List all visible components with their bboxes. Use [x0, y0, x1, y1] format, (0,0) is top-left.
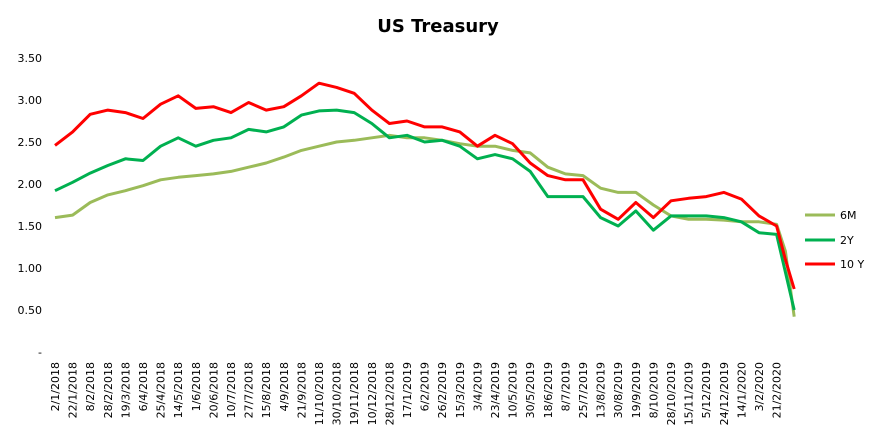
y-tick-label: 1.50	[18, 220, 43, 233]
legend-item: 10 Y	[805, 258, 864, 271]
x-tick-label: 21/2/2020	[771, 362, 784, 418]
x-tick-label: 27/7/2018	[243, 362, 256, 418]
y-tick-label: 3.00	[18, 94, 43, 107]
x-tick-label: 5/12/2019	[700, 362, 713, 418]
x-tick-label: 10/12/2018	[366, 362, 379, 425]
x-tick-label: 24/12/2019	[718, 362, 731, 425]
x-tick-label: 17/1/2019	[401, 362, 414, 418]
x-axis: 2/1/2018 22/1/2018 8/2/2018 28/2/2018 19/3/2…	[49, 362, 784, 425]
y-tick-label: 2.00	[18, 178, 43, 191]
x-tick-label: 11/10/2018	[313, 362, 326, 425]
x-tick-label: 15/11/2019	[683, 362, 696, 425]
x-tick-label: 2/1/2018	[49, 362, 62, 411]
x-tick-label: 28/2/2018	[102, 362, 115, 418]
chart-title: US Treasury	[377, 16, 499, 37]
y-tick-label: -	[38, 346, 42, 359]
x-tick-label: 10/7/2018	[225, 362, 238, 418]
y-tick-label: 3.50	[18, 52, 43, 65]
y-tick-label: 2.50	[18, 136, 43, 149]
x-tick-label: 6/2/2019	[419, 362, 432, 411]
x-tick-label: 3/4/2019	[471, 362, 484, 411]
x-tick-label: 14/1/2020	[735, 362, 748, 418]
x-tick-label: 26/2/2019	[436, 362, 449, 418]
x-tick-label: 14/5/2018	[172, 362, 185, 418]
y-tick-label: 1.00	[18, 262, 43, 275]
series-line-6m	[54, 133, 796, 317]
x-tick-label: 8/7/2019	[559, 362, 572, 411]
legend-label: 2Y	[840, 234, 854, 247]
x-tick-label: 19/3/2018	[119, 362, 132, 418]
x-tick-label: 10/5/2019	[507, 362, 520, 418]
x-tick-label: 20/6/2018	[207, 362, 220, 418]
x-tick-label: 28/10/2019	[665, 362, 678, 425]
x-tick-label: 6/4/2018	[137, 362, 150, 411]
x-tick-label: 30/10/2018	[331, 362, 344, 425]
y-tick-label: 0.50	[18, 304, 43, 317]
legend-label: 6M	[840, 209, 857, 222]
x-tick-label: 25/4/2018	[155, 362, 168, 418]
x-tick-label: 1/6/2018	[190, 362, 203, 411]
x-tick-label: 30/5/2019	[524, 362, 537, 418]
x-tick-label: 22/1/2018	[67, 362, 80, 418]
x-tick-label: 4/9/2018	[278, 362, 291, 411]
x-tick-label: 18/6/2019	[542, 362, 555, 418]
x-tick-label: 21/9/2018	[295, 362, 308, 418]
x-tick-label: 30/8/2019	[612, 362, 625, 418]
x-tick-label: 13/8/2019	[595, 362, 608, 418]
x-tick-label: 19/11/2018	[348, 362, 361, 425]
legend-item: 6M	[805, 209, 857, 222]
legend-item: 2Y	[805, 234, 854, 247]
series-line-2y	[54, 108, 796, 311]
x-tick-label: 8/10/2019	[647, 362, 660, 418]
x-tick-label: 28/12/2018	[383, 362, 396, 425]
x-tick-label: 25/7/2019	[577, 362, 590, 418]
series-line-10y	[54, 81, 796, 290]
x-tick-label: 23/4/2019	[489, 362, 502, 418]
x-tick-label: 8/2/2018	[84, 362, 97, 411]
x-tick-label: 15/3/2019	[454, 362, 467, 418]
legend: 6M 2Y 10 Y	[805, 209, 864, 271]
legend-label: 10 Y	[840, 258, 864, 271]
y-axis: - 0.50 1.00 1.50 2.00 2.50 3.00 3.50	[18, 52, 43, 359]
series-lines	[54, 81, 796, 317]
x-tick-label: 19/9/2019	[630, 362, 643, 418]
x-tick-label: 15/8/2018	[260, 362, 273, 418]
x-tick-label: 3/2/2020	[753, 362, 766, 411]
